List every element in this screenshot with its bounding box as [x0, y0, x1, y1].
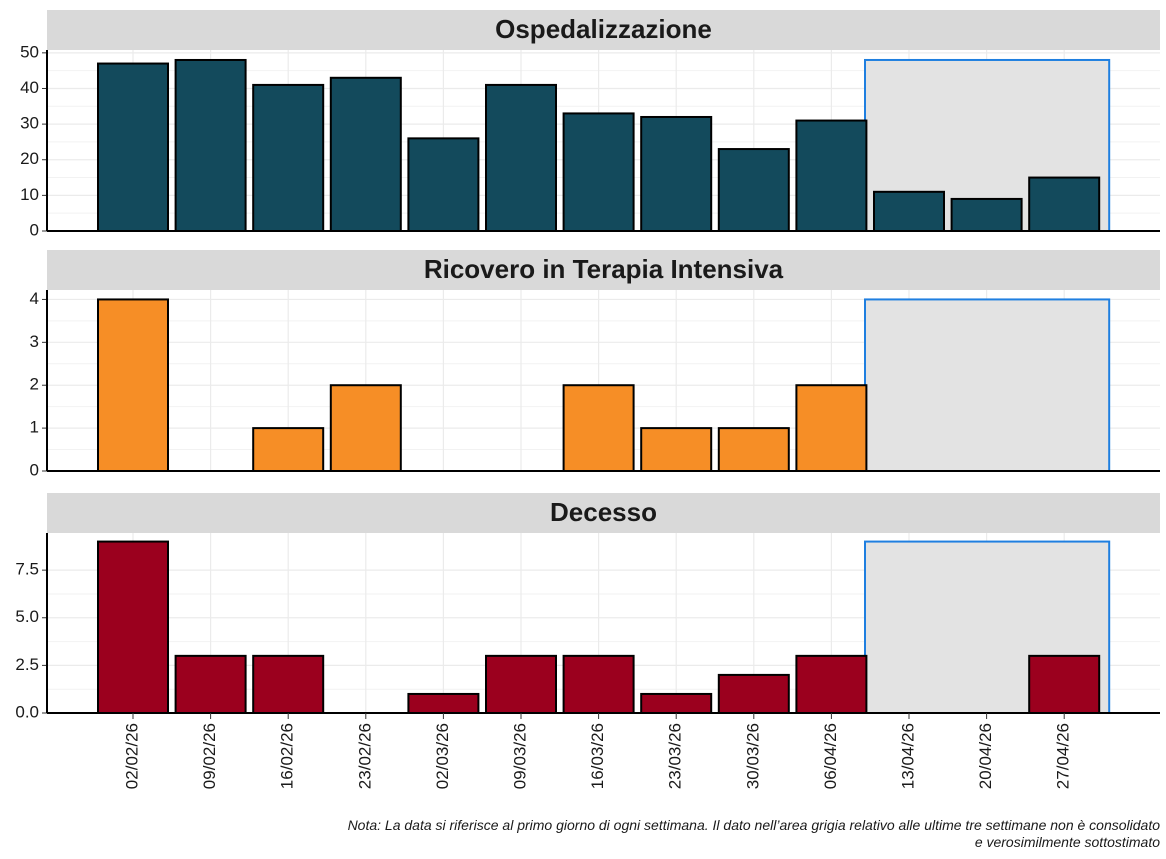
- y-tick-label: 20: [20, 149, 39, 168]
- y-tick-label: 0: [30, 460, 39, 479]
- bar: [485, 654, 557, 714]
- x-tick-label: 16/03/26: [588, 723, 607, 789]
- bar: [640, 115, 713, 232]
- bar: [329, 384, 402, 473]
- bar: [252, 83, 325, 232]
- x-tick-label: 02/03/26: [433, 723, 452, 789]
- x-tick-label: 27/04/26: [1054, 723, 1073, 789]
- bar: [1028, 654, 1101, 714]
- bar: [174, 654, 247, 714]
- bar: [252, 427, 325, 473]
- bar: [640, 692, 713, 715]
- bar: [717, 148, 790, 232]
- x-tick-label: 20/04/26: [976, 723, 995, 789]
- panel-title: Ricovero in Terapia Intensiva: [424, 254, 784, 284]
- x-tick-label: 09/03/26: [510, 723, 529, 789]
- x-tick-label: 13/04/26: [898, 723, 917, 789]
- y-tick-label: 2: [30, 375, 39, 394]
- bar: [562, 112, 635, 232]
- bar: [795, 384, 868, 473]
- bar: [795, 654, 868, 714]
- bar: [485, 83, 557, 232]
- bar: [329, 76, 402, 232]
- bar: [950, 197, 1023, 233]
- bar: [562, 654, 635, 714]
- x-tick-label: 16/02/26: [278, 723, 297, 789]
- y-tick-label: 2.5: [15, 655, 39, 674]
- y-tick-label: 10: [20, 185, 39, 204]
- y-tick-label: 5.0: [15, 607, 39, 626]
- note: e verosimilmente sottostimato: [975, 834, 1160, 850]
- bar: [252, 654, 325, 714]
- panel-title: Decesso: [550, 497, 657, 527]
- x-tick-label: 09/02/26: [200, 723, 219, 789]
- y-tick-label: 0.0: [15, 702, 39, 721]
- x-tick-label: 23/02/26: [355, 723, 374, 789]
- bar: [717, 427, 790, 473]
- y-tick-label: 40: [20, 78, 39, 97]
- unconsolidated-area: [864, 298, 1111, 472]
- y-tick-label: 3: [30, 332, 39, 351]
- bar: [1028, 176, 1101, 232]
- y-tick-label: 7.5: [15, 560, 39, 579]
- x-tick-label: 30/03/26: [743, 723, 762, 789]
- y-tick-label: 30: [20, 114, 39, 133]
- y-tick-label: 1: [30, 418, 39, 437]
- bar: [795, 119, 868, 232]
- y-tick-label: 50: [20, 42, 39, 61]
- bar: [97, 298, 169, 472]
- bar: [97, 540, 169, 714]
- bar: [407, 137, 480, 232]
- bar: [717, 673, 790, 715]
- bar: [873, 190, 945, 232]
- y-tick-label: 0: [30, 220, 39, 239]
- x-tick-label: 06/04/26: [821, 723, 840, 789]
- bar: [640, 427, 713, 473]
- y-tick-label: 4: [30, 289, 39, 308]
- strip: [47, 493, 1160, 533]
- panel-title: Ospedalizzazione: [495, 14, 712, 44]
- strip: [47, 10, 1160, 50]
- bar: [97, 62, 169, 233]
- bar: [562, 384, 635, 473]
- x-tick-label: 02/02/26: [122, 723, 141, 789]
- x-tick-label: 23/03/26: [666, 723, 685, 789]
- bar: [407, 692, 480, 715]
- strip: [47, 250, 1160, 290]
- bar: [174, 58, 247, 232]
- note: Nota: La data si riferisce al primo gior…: [348, 817, 1161, 833]
